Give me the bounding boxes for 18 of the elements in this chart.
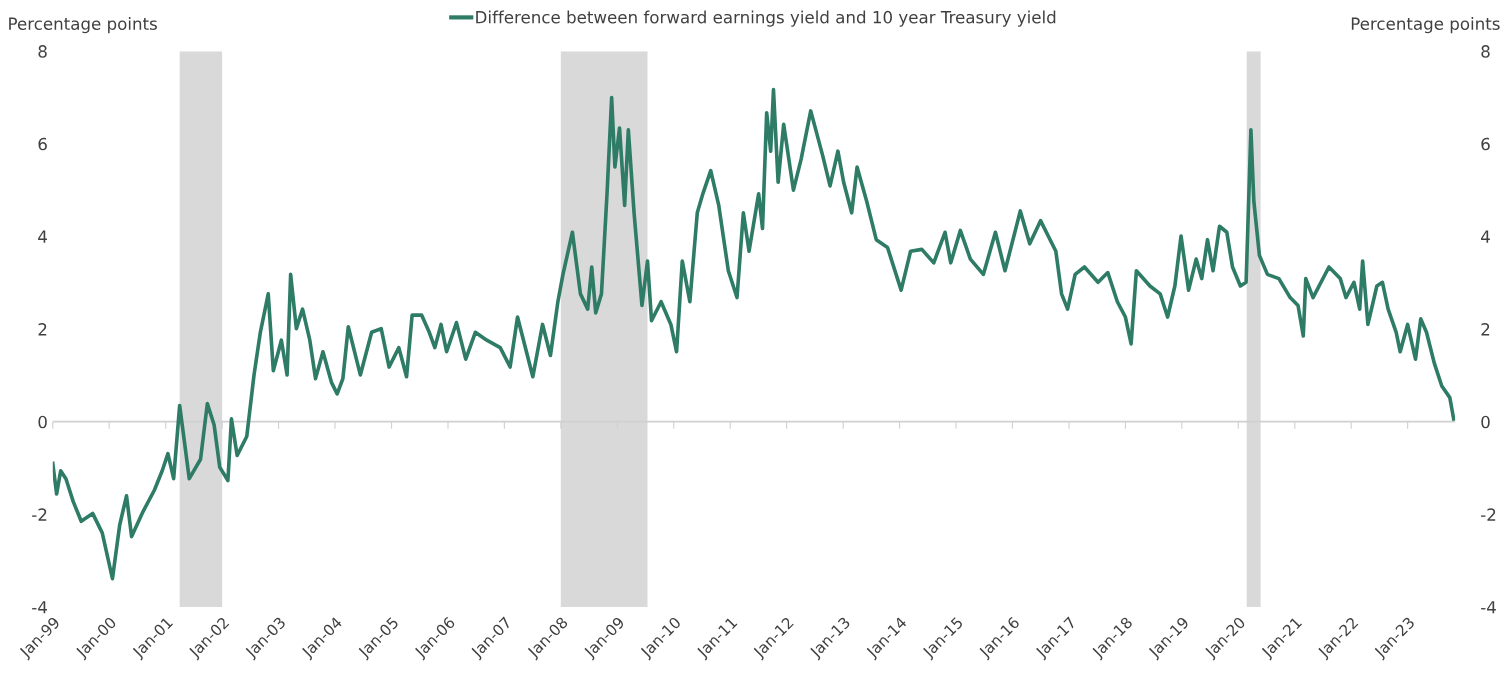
y-tick-label: 2: [38, 323, 47, 336]
y2-tick-label: 0: [1481, 415, 1490, 429]
y2-axis-title: Percentage points: [1351, 17, 1500, 34]
y2-tick-label: 4: [1481, 230, 1490, 243]
y2-tick-label: -4: [1481, 601, 1496, 614]
y2-tick-label: 8: [1481, 45, 1490, 58]
y-tick-label: 0: [38, 415, 47, 429]
y-tick-label: 8: [38, 45, 47, 58]
y-axis-title: Percentage points: [9, 17, 157, 34]
y-tick-label: 4: [38, 230, 47, 243]
y-tick-label: -2: [32, 508, 47, 521]
legend-label: Difference between forward earnings yield and 10 year Treasury yield: [476, 10, 1056, 27]
y2-tick-label: -2: [1481, 508, 1496, 521]
y2-tick-label: 2: [1481, 323, 1490, 336]
y2-tick-label: 6: [1481, 137, 1490, 151]
y-tick-label: 6: [38, 137, 47, 151]
line-series: [52, 87, 1456, 581]
y-tick-label: -4: [32, 601, 47, 614]
